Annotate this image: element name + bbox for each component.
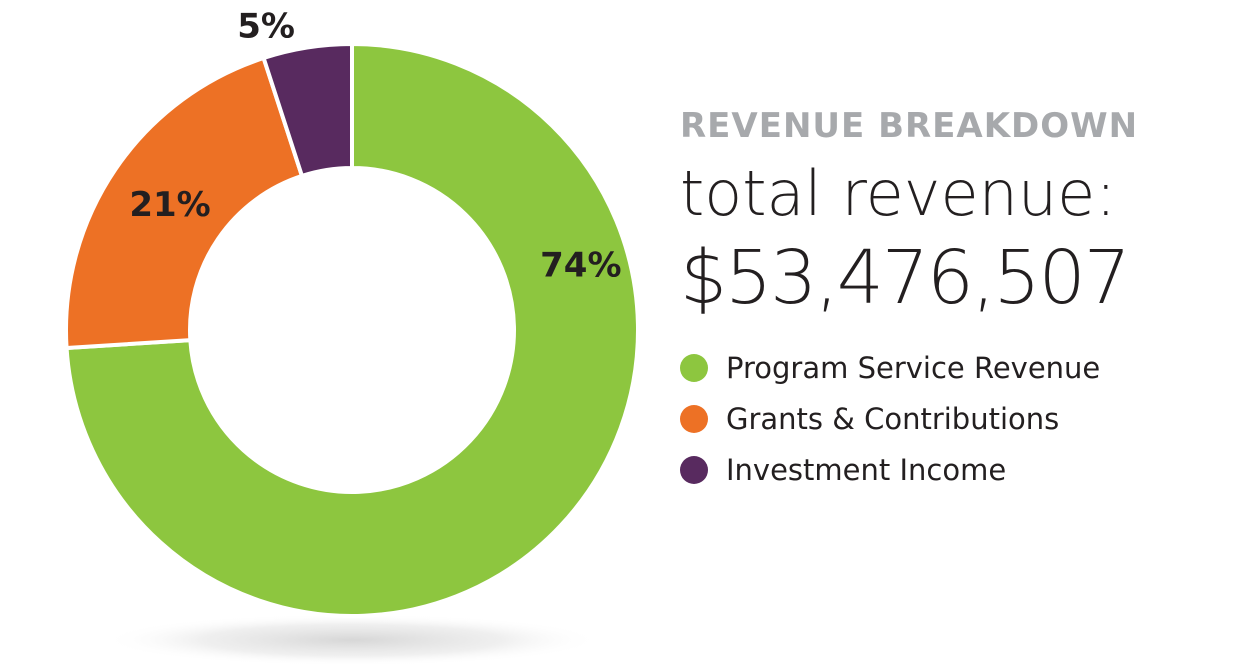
- slices-group: [64, 41, 640, 618]
- slice-label-program-service-revenue: 74%: [540, 245, 621, 285]
- legend-item-grants-contributions: Grants & Contributions: [680, 393, 1246, 444]
- total-revenue-label: total revenue:: [680, 157, 1117, 230]
- legend-label-program-service-revenue: Program Service Revenue: [726, 350, 1101, 385]
- legend-swatch-program-service-revenue: [680, 353, 708, 382]
- legend-item-program-service-revenue: Program Service Revenue: [680, 342, 1246, 393]
- legend-swatch-grants-contributions: [680, 404, 708, 433]
- info-panel: REVENUE BREAKDOWN total revenue: $53,476…: [680, 104, 1246, 495]
- total-revenue-value: $53,476,507: [680, 235, 1131, 321]
- chart-shadow: [102, 614, 602, 666]
- legend-item-investment-income: Investment Income: [680, 444, 1246, 495]
- legend-label-investment-income: Investment Income: [726, 452, 1007, 487]
- slice-label-investment-income: 5%: [237, 6, 295, 46]
- legend: Program Service Revenue Grants & Contrib…: [680, 342, 1246, 495]
- slice-investment-income: [261, 41, 354, 179]
- slice-label-grants-contributions: 21%: [129, 185, 210, 225]
- slice-program-service-revenue: [64, 41, 640, 618]
- slice-grants-contributions: [64, 55, 305, 351]
- chart-title: REVENUE BREAKDOWN: [680, 106, 1139, 146]
- slice-labels-group: 74% 21% 5%: [129, 6, 621, 285]
- legend-swatch-investment-income: [680, 455, 708, 484]
- legend-label-grants-contributions: Grants & Contributions: [726, 401, 1060, 436]
